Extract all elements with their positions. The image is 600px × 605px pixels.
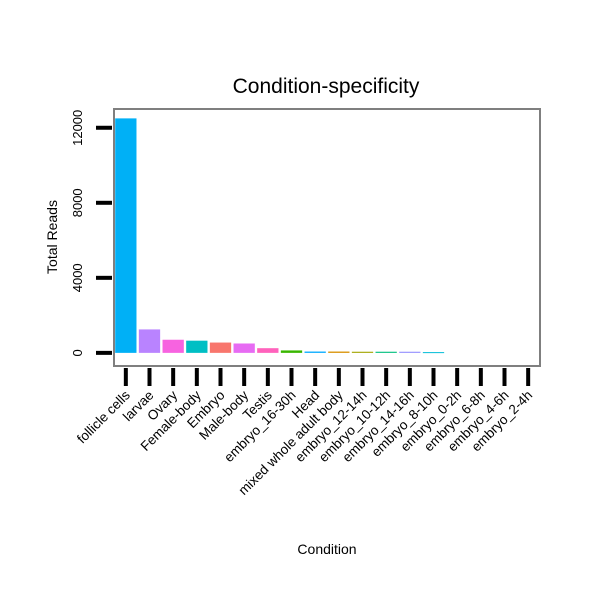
- bar: [186, 340, 208, 353]
- x-axis: follicle cellslarvaeOvaryFemale-bodyEmbr…: [74, 368, 535, 498]
- bars: [115, 118, 445, 354]
- bar: [422, 352, 445, 354]
- y-tick-label: 8000: [70, 188, 85, 217]
- bar: [257, 348, 279, 353]
- bar: [280, 350, 303, 353]
- bar: [115, 118, 137, 353]
- bar: [138, 329, 161, 353]
- y-tick-label: 0: [70, 349, 85, 356]
- y-axis: 0 4000 8000 12000: [70, 110, 112, 357]
- bar: [162, 339, 184, 353]
- bar: [209, 342, 232, 353]
- plot-panel: [113, 108, 541, 367]
- bar: [399, 351, 421, 353]
- bar: [351, 351, 374, 353]
- bar: [328, 351, 350, 353]
- y-tick-label: 12000: [70, 110, 85, 146]
- y-axis-label: Total Reads: [44, 200, 60, 274]
- y-tick-label: 4000: [70, 263, 85, 292]
- bar: [304, 351, 326, 353]
- x-axis-label: Condition: [297, 541, 356, 557]
- chart-title: Condition-specificity: [233, 75, 420, 98]
- bar: [233, 343, 255, 353]
- bar: [375, 351, 397, 353]
